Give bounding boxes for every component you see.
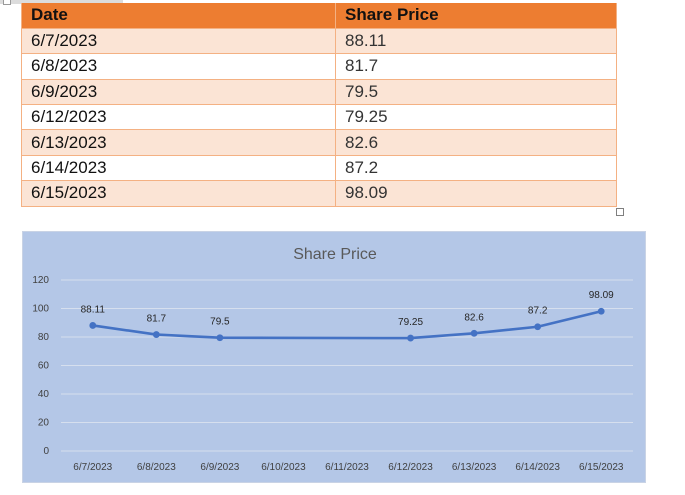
table-row: 6/14/2023 87.2 xyxy=(21,154,617,181)
x-tick-label: 6/12/2023 xyxy=(388,462,433,473)
share-price-chart[interactable]: Share Price 0 20 40 60 80 100 120 6/7/2023 6/8/… xyxy=(22,231,646,483)
date-cell[interactable]: 6/13/2023 xyxy=(21,129,336,156)
series-line xyxy=(89,307,605,342)
data-label: 82.6 xyxy=(464,312,484,323)
price-cell[interactable]: 98.09 xyxy=(335,180,617,207)
sheet-corner-mark xyxy=(0,0,123,5)
data-point[interactable] xyxy=(534,323,542,331)
share-price-table: Date Share Price 6/7/2023 88.11 6/8/2023… xyxy=(21,3,617,207)
y-tick-label: 40 xyxy=(38,389,50,400)
data-point[interactable] xyxy=(470,329,478,337)
data-label: 79.5 xyxy=(210,317,230,328)
date-cell[interactable]: 6/8/2023 xyxy=(21,53,336,80)
x-axis-labels: 6/7/2023 6/8/2023 6/9/2023 6/10/2023 6/11/20… xyxy=(73,462,624,473)
y-tick-label: 80 xyxy=(38,332,50,343)
table-row: 6/7/2023 88.11 xyxy=(21,27,617,54)
chart-title: Share Price xyxy=(293,246,377,263)
table-header-row: Date Share Price xyxy=(21,3,617,29)
y-tick-label: 60 xyxy=(38,361,50,372)
x-tick-label: 6/13/2023 xyxy=(452,462,497,473)
x-tick-label: 6/11/2023 xyxy=(325,462,369,473)
price-cell[interactable]: 81.7 xyxy=(335,53,617,80)
data-label: 88.11 xyxy=(81,304,106,315)
x-tick-label: 6/14/2023 xyxy=(515,462,560,473)
data-point[interactable] xyxy=(216,334,224,342)
data-label: 79.25 xyxy=(398,317,423,328)
header-date[interactable]: Date xyxy=(21,3,336,29)
x-tick-label: 6/10/2023 xyxy=(261,462,306,473)
price-cell[interactable]: 82.6 xyxy=(335,129,617,156)
data-point[interactable] xyxy=(89,322,97,329)
price-cell[interactable]: 79.25 xyxy=(335,104,617,130)
data-label: 81.7 xyxy=(147,314,167,325)
price-cell[interactable]: 79.5 xyxy=(335,78,617,105)
date-cell[interactable]: 6/14/2023 xyxy=(21,154,336,181)
data-labels: 88.11 81.7 79.5 79.25 82.6 87.2 98.09 xyxy=(81,290,615,328)
table-row: 6/15/2023 98.09 xyxy=(21,180,617,207)
y-tick-label: 20 xyxy=(38,418,50,429)
y-axis-labels: 0 20 40 60 80 100 120 xyxy=(32,275,49,457)
date-cell[interactable]: 6/7/2023 xyxy=(21,27,336,54)
data-point[interactable] xyxy=(407,334,414,342)
table-row: 6/13/2023 82.6 xyxy=(21,129,617,156)
data-point[interactable] xyxy=(152,331,160,338)
table-row: 6/12/2023 79.25 xyxy=(21,104,617,130)
data-label: 87.2 xyxy=(528,306,548,317)
price-cell[interactable]: 88.11 xyxy=(335,27,617,54)
series-line-path[interactable] xyxy=(92,309,602,340)
y-tick-label: 0 xyxy=(43,446,49,457)
date-cell[interactable]: 6/12/2023 xyxy=(21,104,336,130)
x-tick-label: 6/9/2023 xyxy=(200,462,239,473)
x-tick-label: 6/15/2023 xyxy=(579,462,624,473)
x-tick-label: 6/8/2023 xyxy=(137,462,176,473)
x-tick-label: 6/7/2023 xyxy=(73,462,112,473)
data-label: 98.09 xyxy=(589,290,614,301)
y-tick-label: 100 xyxy=(32,304,49,315)
date-cell[interactable]: 6/9/2023 xyxy=(21,78,336,105)
data-point[interactable] xyxy=(597,307,605,315)
header-share-price[interactable]: Share Price xyxy=(335,3,617,29)
date-cell[interactable]: 6/15/2023 xyxy=(21,180,336,207)
table-row: 6/9/2023 79.5 xyxy=(21,78,617,105)
chart-plot: Share Price 0 20 40 60 80 100 120 6/7/2023 6/8/… xyxy=(32,246,633,473)
y-tick-label: 120 xyxy=(32,275,49,286)
table-resize-handle[interactable] xyxy=(616,208,624,216)
table-row: 6/8/2023 81.7 xyxy=(21,53,617,80)
price-cell[interactable]: 87.2 xyxy=(335,154,617,181)
